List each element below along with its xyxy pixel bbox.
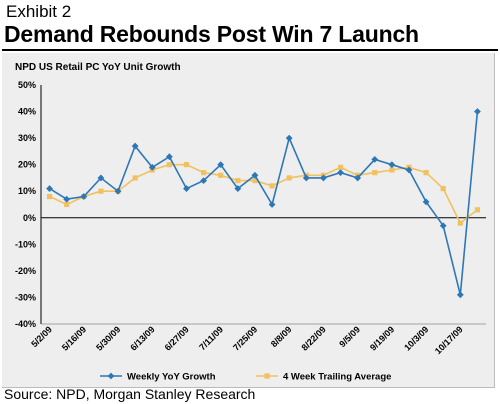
x-tick-label: 7/25/09 [231, 324, 259, 352]
title-divider [2, 49, 498, 51]
x-tick-label: 9/19/09 [368, 324, 396, 352]
data-point [269, 183, 275, 189]
legend-label: 4 Week Trailing Average [283, 372, 391, 383]
chart-panel: NPD US Retail PC YoY Unit Growth -40% -30… [2, 53, 495, 388]
y-tick-label: -30% [15, 292, 36, 302]
x-tick-label: 8/22/09 [300, 324, 328, 352]
x-tick-label: 6/27/09 [163, 324, 191, 352]
y-tick-label: -20% [15, 266, 36, 276]
data-point [320, 174, 327, 182]
y-tick-label: 20% [18, 160, 36, 170]
legend-label: Weekly YoY Growth [127, 372, 216, 383]
data-point [388, 161, 396, 169]
line-chart: NPD US Retail PC YoY Unit Growth -40% -30… [15, 62, 486, 383]
data-point [235, 178, 241, 184]
data-point [474, 207, 481, 213]
data-point [474, 108, 481, 115]
data-point [252, 178, 258, 184]
data-point [422, 198, 430, 206]
legend-marker [107, 372, 115, 380]
page-title: Demand Rebounds Post Win 7 Launch [4, 21, 419, 47]
data-point [440, 185, 446, 192]
y-tick-label: -40% [15, 319, 36, 329]
data-point [268, 201, 276, 208]
data-point [166, 162, 172, 168]
exhibit-label: Exhibit 2 [6, 2, 72, 21]
legend-marker [264, 373, 270, 379]
data-point [405, 166, 413, 174]
data-point [423, 170, 429, 176]
x-tick-label: 10/17/09 [433, 324, 465, 356]
series-line [49, 163, 478, 225]
data-point [337, 164, 344, 170]
data-point [217, 161, 225, 169]
data-point [114, 187, 122, 195]
data-point [148, 163, 156, 171]
data-point [218, 172, 224, 178]
data-point [354, 174, 362, 182]
y-tick-label: 10% [18, 186, 36, 196]
data-point [98, 188, 104, 194]
x-tick-label: 5/30/09 [94, 324, 122, 352]
y-tick-label: 50% [18, 80, 36, 90]
data-point [286, 175, 292, 181]
data-point [131, 142, 139, 150]
x-tick-label: 10/3/09 [402, 324, 430, 352]
y-tick-label: 40% [18, 107, 36, 117]
x-tick-label: 9/5/09 [337, 324, 362, 349]
data-point [457, 220, 463, 226]
data-point [46, 193, 53, 200]
x-tick-label: 6/13/09 [128, 324, 156, 352]
y-tick-label: 0% [23, 213, 36, 223]
data-point [456, 291, 464, 299]
data-point [200, 170, 207, 176]
data-point [302, 174, 310, 182]
data-point [372, 170, 378, 176]
data-point [183, 162, 190, 168]
data-point [251, 171, 259, 179]
data-point [97, 174, 105, 182]
chart-subtitle: NPD US Retail PC YoY Unit Growth [15, 62, 181, 73]
data-point [389, 167, 395, 173]
x-tick-label: 7/11/09 [197, 324, 225, 352]
y-tick-label: -10% [15, 239, 36, 249]
x-tick-label: 5/16/09 [60, 324, 88, 352]
y-tick-label: 30% [18, 133, 36, 143]
data-point [46, 185, 53, 192]
source-note: Source: NPD, Morgan Stanley Research [4, 386, 256, 402]
data-point [64, 201, 70, 208]
data-point [63, 195, 71, 203]
series-line [49, 111, 479, 295]
data-point [165, 153, 173, 161]
data-point [200, 177, 207, 184]
data-point [337, 169, 344, 177]
data-point [80, 193, 88, 200]
data-point [439, 222, 447, 230]
data-point [132, 175, 138, 181]
data-point [371, 155, 379, 163]
data-point [285, 134, 293, 142]
data-point [234, 185, 242, 192]
data-point [183, 185, 190, 192]
x-tick-label: 8/8/09 [269, 324, 294, 349]
